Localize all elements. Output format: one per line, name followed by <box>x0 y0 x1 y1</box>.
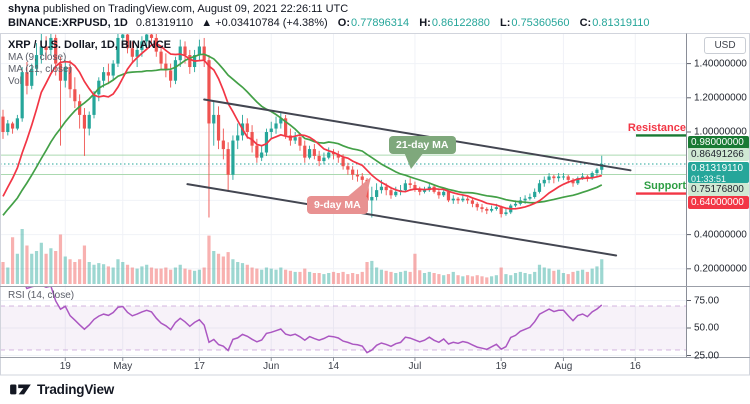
legend-symbol-title[interactable]: XRP / U.S. Dollar, 1D, BINANCE <box>8 39 172 51</box>
time-tick-label[interactable]: Jun <box>263 361 280 372</box>
ma21-line <box>2 53 603 216</box>
ma9-callout-tail <box>346 177 371 198</box>
last-price-value: 0.81319110 <box>135 17 194 29</box>
moving-averages <box>2 42 603 216</box>
high-value: 0.86122880 <box>431 17 490 29</box>
low-value: 0.75360560 <box>511 17 570 29</box>
rsi-tick-label[interactable]: 50.00 <box>694 322 720 334</box>
quote-line: BINANCE:XRPUSD, 1D 0.81319110 ▲ +0.03410… <box>8 17 650 29</box>
ma21-callout-tail <box>404 152 424 169</box>
legend-ma9[interactable]: MA (9, close) <box>8 52 67 63</box>
time-tick-label[interactable]: May <box>113 361 133 372</box>
price-axis-badge-resistance-price: 0.98000000 <box>688 136 749 149</box>
price-axis-badge-last-price: 0.81319110 01:33:51 <box>688 162 749 184</box>
time-tick-label[interactable]: 14 <box>327 361 340 372</box>
high-label: H: <box>419 17 431 29</box>
time-tick-label[interactable]: 17 <box>193 361 205 372</box>
rsi-band <box>0 306 686 350</box>
rsi-tick-label[interactable]: 25.00 <box>694 350 720 361</box>
time-tick-label[interactable]: Aug <box>554 361 573 372</box>
price-tick-label[interactable]: 1.00000000 <box>694 126 747 138</box>
rsi-legend[interactable]: RSI (14, close) <box>8 290 75 301</box>
time-tick-label[interactable]: Jul <box>408 361 422 372</box>
time-tick-label[interactable]: 16 <box>629 361 641 372</box>
byline-text: published on TradingView.com, August 09,… <box>39 3 349 15</box>
price-axis-badge-lower-level-price: 0.75176800 <box>688 183 749 196</box>
price-axis-badge-support-price: 0.64000000 <box>688 196 749 209</box>
open-label: O: <box>337 17 351 29</box>
time-tick-label[interactable]: 19 <box>495 361 507 372</box>
price-tick-label[interactable]: 1.20000000 <box>694 92 747 104</box>
price-tick-label[interactable]: 0.40000000 <box>694 229 747 241</box>
tradingview-logo-icon <box>10 384 31 395</box>
support-label: Support <box>643 180 686 192</box>
open-value: 0.77896314 <box>351 17 410 29</box>
currency-button[interactable]: USD <box>704 37 746 54</box>
countdown-timer: 01:33:51 <box>691 174 727 184</box>
symbol-label: BINANCE:XRPUSD, 1D <box>8 17 128 29</box>
price-tick-label[interactable]: 1.40000000 <box>694 58 747 70</box>
tradingview-logo-text: TradingView <box>37 381 115 397</box>
chart-legend: XRP / U.S. Dollar, 1D, BINANCE MA (9, cl… <box>8 38 171 88</box>
change-value: ▲ +0.03410784 (+4.38%) <box>201 17 328 29</box>
time-tick-label[interactable]: 19 <box>59 361 71 372</box>
close-value: 0.81319110 <box>592 17 650 29</box>
legend-ma21[interactable]: MA (21, close) <box>8 64 72 75</box>
ma21-callout: 21-day MA <box>389 136 456 154</box>
rsi-tick-label[interactable]: 75.00 <box>694 295 720 306</box>
ma9-callout: 9-day MA <box>307 196 368 214</box>
rsi-line <box>25 287 603 354</box>
price-tick-label[interactable]: 0.20000000 <box>694 263 747 275</box>
trendline-lower[interactable] <box>186 183 618 257</box>
close-label: C: <box>579 17 592 29</box>
trendline-upper[interactable] <box>203 98 632 172</box>
tradingview-logo[interactable]: TradingView <box>8 380 114 398</box>
ma9-line <box>2 42 603 210</box>
resistance-label: Resistance <box>627 122 686 134</box>
byline: shyna published on TradingView.com, Augu… <box>8 3 348 15</box>
legend-volume[interactable]: Vol <box>8 76 22 87</box>
author-name: shyna <box>8 3 40 15</box>
volume-bars <box>1 229 604 284</box>
low-label: L: <box>500 17 511 29</box>
price-axis-badge-upper-level-price: 0.86491266 <box>688 148 749 161</box>
